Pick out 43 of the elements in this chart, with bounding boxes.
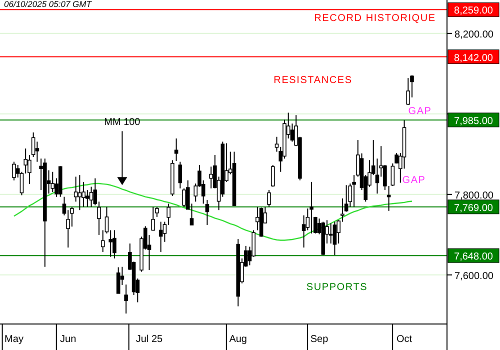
x-tick-label: Jun (60, 334, 76, 345)
annotation: SUPPORTS (306, 282, 368, 293)
x-tick-label: Oct (396, 334, 412, 345)
line-series (13, 182, 413, 241)
candlestick (178, 161, 182, 189)
y-tick-label: 8,200.00 (454, 29, 494, 40)
y-tick-label: 7,800.00 (454, 190, 494, 202)
candlestick (390, 162, 395, 186)
candlestick (35, 141, 40, 162)
candlestick (116, 266, 120, 294)
candlestick (270, 164, 275, 188)
candlestick (174, 138, 178, 162)
x-tick-label: Jul 25 (136, 334, 164, 345)
ref-line-label: 7,985.00 (454, 116, 494, 127)
x-tick-label: May (4, 334, 24, 345)
candlestick (12, 161, 16, 181)
candlestick (151, 206, 156, 232)
candlestick (406, 78, 410, 106)
candlestick (209, 166, 213, 189)
candlestick (205, 200, 210, 226)
text: MM 100 (104, 117, 141, 128)
x-tick-label: Aug (229, 334, 248, 345)
candlestick (89, 186, 94, 208)
candlestick (332, 221, 337, 256)
ref-line-label: 8,142.00 (454, 52, 494, 64)
annotation: RESISTANCES (274, 75, 352, 86)
annotation: 06/10/2025 05:07 GMT (4, 0, 92, 9)
annotation: RECORD HISTORIQUE (314, 13, 436, 24)
candlestick (310, 181, 314, 234)
annotation: GAP (402, 175, 426, 186)
candlestick (267, 189, 271, 208)
candlestick (112, 230, 116, 259)
y-tick-label: 7,600.00 (454, 270, 494, 282)
candlestick (155, 206, 159, 218)
ref-line-label: 8,259.00 (454, 6, 494, 17)
x-tick-label: Sep (310, 334, 329, 345)
annotation: GAP (408, 106, 432, 117)
candlestick (158, 221, 163, 252)
candlestick (182, 188, 186, 208)
candlestick (328, 222, 333, 244)
ref-line-label: 7,648.00 (454, 252, 494, 263)
ref-line-label: 7,769.00 (454, 202, 494, 214)
candlestick (124, 284, 128, 314)
